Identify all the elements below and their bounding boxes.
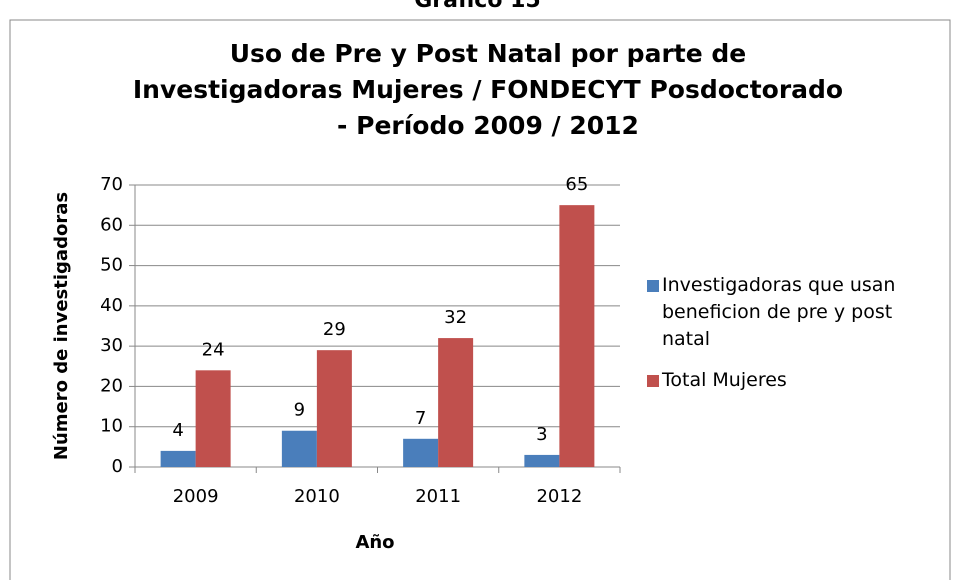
bar [438,338,474,467]
x-tick-label: 2011 [415,486,461,507]
y-tick-label: 70 [100,174,123,195]
data-label: 65 [565,174,588,195]
y-axis-label: Número de investigadoras [51,192,72,460]
y-tick-label: 20 [100,375,123,396]
header: Gráfico 15 [414,0,541,13]
data-label: 24 [202,339,225,360]
y-tick-label: 10 [100,416,123,437]
chart-title: Uso de Pre y Post Natal por parte de Inv… [132,39,844,140]
data-label: 7 [415,408,426,429]
bar [160,450,196,467]
x-tick-label: 2010 [294,486,340,507]
legend-label: Total Mujeres [662,369,787,391]
legend-swatch [647,280,659,292]
data-label: 32 [444,307,467,328]
data-label: 9 [294,400,305,421]
data-label: 3 [536,424,547,445]
x-axis-label: Año [355,532,394,553]
y-tick-label: 30 [100,335,123,356]
bar [524,454,560,467]
bar [195,370,231,467]
bar [316,350,352,467]
y-tick-label: 60 [100,214,123,235]
legend-swatch [647,375,659,387]
bar [281,430,317,467]
y-tick-label: 0 [112,456,123,477]
bar [559,205,595,467]
legend-label: Investigadoras que usan beneficion de pr… [662,274,896,350]
data-label: 29 [323,319,346,340]
chart-frame [9,19,951,580]
bar [403,438,439,467]
y-tick-label: 50 [100,255,123,276]
x-tick-label: 2012 [536,486,582,507]
data-label: 4 [172,420,183,441]
y-tick-label: 40 [100,295,123,316]
x-tick-label: 2009 [173,486,219,507]
